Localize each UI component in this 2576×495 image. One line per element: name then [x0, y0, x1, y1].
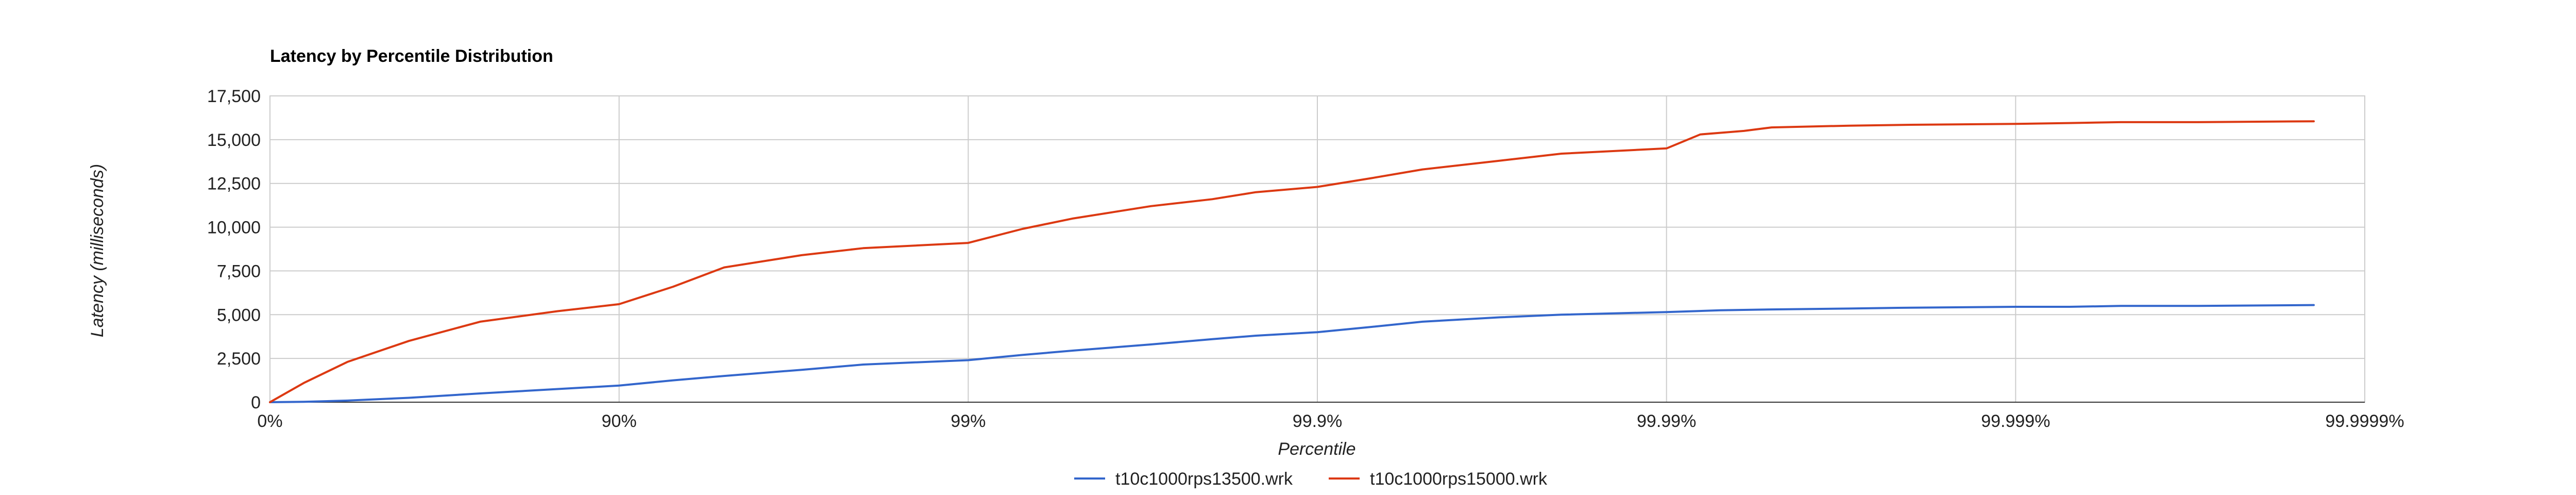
- x-tick-label: 99%: [951, 411, 986, 431]
- y-tick-label: 7,500: [217, 261, 261, 281]
- y-tick-label: 2,500: [217, 349, 261, 369]
- x-tick-label: 0%: [257, 411, 282, 431]
- gridlines: [269, 95, 2365, 403]
- chart-title: Latency by Percentile Distribution: [270, 46, 553, 66]
- y-axis-ticks: 0 2,500 5,000 7,500 10,000 12,500 15,000 17,500: [207, 87, 261, 412]
- legend-label: t10c1000rps13500.wrk: [1115, 469, 1293, 489]
- legend: t10c1000rps13500.wrk t10c1000rps15000.wrk: [1074, 469, 1548, 489]
- y-tick-label: 10,000: [207, 218, 261, 238]
- x-tick-label: 90%: [602, 411, 637, 431]
- y-tick-label: 15,000: [207, 130, 261, 150]
- x-axis-ticks: 0% 90% 99% 99.9% 99.99% 99.999% 99.9999%: [257, 411, 2404, 431]
- x-axis-title: Percentile: [1278, 439, 1355, 459]
- y-axis-title: Latency (milliseconds): [88, 164, 107, 337]
- legend-label: t10c1000rps15000.wrk: [1370, 469, 1548, 489]
- x-tick-label: 99.9%: [1293, 411, 1342, 431]
- x-tick-label: 99.9999%: [2325, 411, 2404, 431]
- series-lines: [269, 120, 2315, 403]
- series-line-2: [269, 120, 2315, 403]
- x-tick-label: 99.99%: [1637, 411, 1696, 431]
- y-tick-label: 17,500: [207, 87, 261, 106]
- series-line-1: [269, 304, 2315, 403]
- x-tick-label: 99.999%: [1981, 411, 2050, 431]
- y-tick-label: 0: [251, 393, 261, 412]
- y-tick-label: 5,000: [217, 305, 261, 325]
- y-tick-label: 12,500: [207, 174, 261, 194]
- legend-item-2[interactable]: t10c1000rps15000.wrk: [1329, 469, 1548, 489]
- legend-item-1[interactable]: t10c1000rps13500.wrk: [1074, 469, 1293, 489]
